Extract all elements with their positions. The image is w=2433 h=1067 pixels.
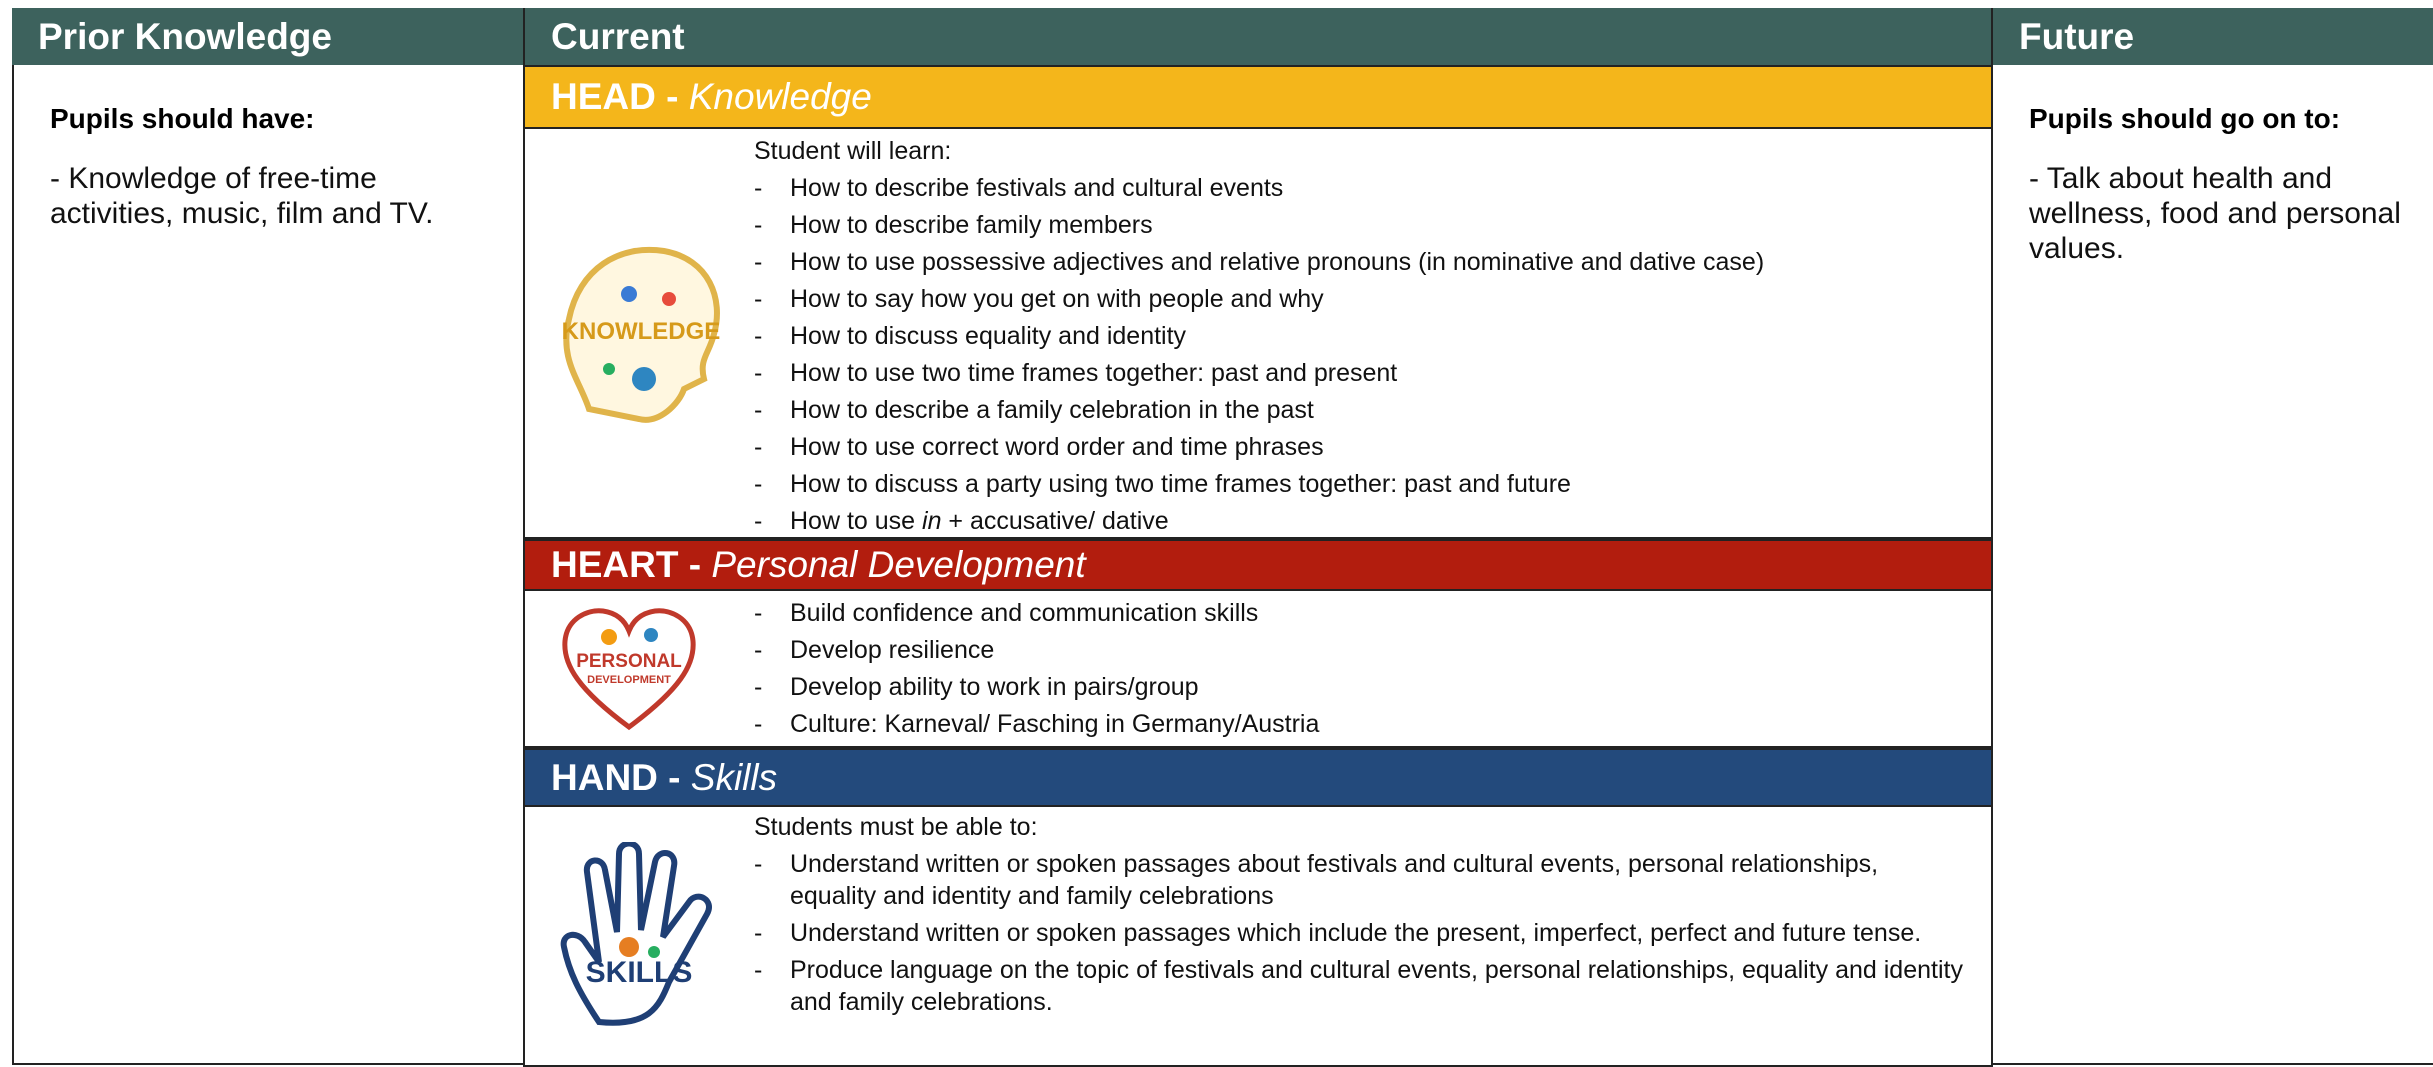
item-text: How to use possessive adjectives and rel…: [790, 248, 1765, 276]
prior-panel: Pupils should have: - Knowledge of free-…: [12, 65, 525, 1065]
prior-heading: Pupils should have:: [50, 103, 315, 134]
item-part: How to use: [790, 507, 923, 535]
section-body: PERSONAL DEVELOPMENT - Build confidence and…: [523, 591, 1993, 748]
future-heading: Pupils should go on to:: [2029, 103, 2341, 134]
section-title: HEAD -: [551, 76, 679, 117]
bullet-dash: -: [754, 673, 763, 701]
bullet-dash: -: [754, 359, 763, 387]
bullet-dash: -: [754, 248, 763, 276]
section-text: Students must be able to: - Understand wri…: [754, 811, 1971, 1023]
item-text: Understand written or spoken passages ab…: [790, 850, 1879, 910]
item-text: Produce language on the topic of festiva…: [790, 956, 1963, 1016]
list-item: - How to discuss equality and identity: [754, 318, 1971, 355]
icon-image: SKILLS: [560, 840, 712, 1026]
section-title: HEART -: [551, 544, 702, 585]
bullet-dash: -: [754, 322, 763, 350]
current-header: Current: [523, 8, 1993, 65]
bullet-dash: -: [754, 470, 763, 498]
bullet-dash: -: [754, 507, 763, 535]
future-text: - Talk about health and wellness, food a…: [2029, 162, 2401, 265]
list-item: - How to describe family members: [754, 207, 1971, 244]
item-text: How to say how you get on with people an…: [790, 285, 1324, 313]
item-text: Build confidence and communication skill…: [790, 599, 1259, 627]
section-subtitle: Personal Development: [711, 544, 1086, 585]
intro: Student will learn:: [754, 137, 952, 165]
section-bar: HAND - Skills: [523, 748, 1993, 807]
bullet-dash: -: [754, 850, 763, 878]
section-title: HAND -: [551, 757, 681, 798]
section-text: - Build confidence and communication skil…: [754, 595, 1971, 743]
section-icon: KNOWLEDGE: [559, 239, 724, 434]
item-text: Understand written or spoken passages wh…: [790, 919, 1922, 947]
future-panel: Pupils should go on to: - Talk about hea…: [1991, 65, 2433, 1065]
item-italic: in: [922, 507, 942, 535]
item-text: Culture: Karneval/ Fasching in Germany/A…: [790, 710, 1320, 738]
icon-image: KNOWLEDGE: [562, 246, 721, 423]
bullet-dash: -: [754, 174, 763, 202]
section-bar: HEART - Personal Development: [523, 539, 1993, 591]
list-item: - Culture: Karneval/ Fasching in Germany/…: [754, 706, 1971, 743]
icon-image: PERSONAL DEVELOPMENT: [562, 607, 696, 730]
item-text: How to discuss a party using two time fr…: [790, 470, 1571, 498]
list-item: - How to discuss a party using two time f…: [754, 466, 1971, 503]
section-text: Student will learn: - How to describe fest…: [754, 133, 1971, 540]
bullet-dash: -: [754, 285, 763, 313]
list-item: - Produce language on the topic of festiv…: [754, 954, 1971, 1018]
list-item: - How to use correct word order and time …: [754, 429, 1971, 466]
list-item: - Understand written or spoken passages w…: [754, 917, 1971, 949]
list-item: - How to use two time frames together: pa…: [754, 355, 1971, 392]
section-body: KNOWLEDGE Student will learn: - How to desc…: [523, 129, 1993, 539]
list-item: - Develop ability to work in pairs/group: [754, 669, 1971, 706]
item-part: + accusative/ dative: [941, 507, 1169, 535]
svg-text:DEVELOPMENT: DEVELOPMENT: [587, 674, 671, 686]
bullet-dash: -: [754, 211, 763, 239]
bullet-dash: -: [754, 636, 763, 664]
section-subtitle: Knowledge: [688, 76, 872, 117]
bullet-dash: -: [754, 433, 763, 461]
list-item: - How to use in + accusative/ dative: [754, 503, 1971, 540]
list-item: - How to use possessive adjectives and re…: [754, 244, 1971, 281]
list-item: - How to describe a family celebration in…: [754, 392, 1971, 429]
section-icon: PERSONAL DEVELOPMENT: [559, 605, 699, 740]
bullet-dash: -: [754, 599, 763, 627]
section-icon: SKILLS: [559, 840, 729, 1037]
list-item: - Develop resilience: [754, 632, 1971, 669]
list-item: - Understand written or spoken passages a…: [754, 848, 1971, 912]
svg-text:SKILLS: SKILLS: [586, 956, 693, 989]
svg-text:PERSONAL: PERSONAL: [576, 651, 682, 672]
item-text: How to describe family members: [790, 211, 1153, 239]
prior-text: - Knowledge of free-time activities, mus…: [50, 162, 434, 230]
item-text: How to discuss equality and identity: [790, 322, 1187, 350]
intro: Students must be able to:: [754, 813, 1038, 841]
item-text: Develop resilience: [790, 636, 995, 664]
prior-header: Prior Knowledge: [12, 8, 523, 65]
list-item: - Build confidence and communication skil…: [754, 595, 1971, 632]
svg-text:KNOWLEDGE: KNOWLEDGE: [562, 318, 721, 345]
list-item: - How to describe festivals and cultural …: [754, 170, 1971, 207]
item-text: How to use in + accusative/ dative: [790, 503, 1169, 540]
section-bar: HEAD - Knowledge: [523, 65, 1993, 129]
list-item: - How to say how you get on with people a…: [754, 281, 1971, 318]
item-text: How to use two time frames together: pas…: [790, 359, 1398, 387]
item-text: How to use correct word order and time p…: [790, 433, 1324, 461]
bullet-dash: -: [754, 396, 763, 424]
bullet-dash: -: [754, 710, 763, 738]
item-text: How to describe festivals and cultural e…: [790, 174, 1284, 202]
item-text: How to describe a family celebration in …: [790, 396, 1314, 424]
section-body: SKILLS Students must be able to: - Understa…: [523, 807, 1993, 1067]
bullet-dash: -: [754, 956, 763, 984]
bullet-dash: -: [754, 919, 763, 947]
section-subtitle: Skills: [690, 757, 778, 798]
item-text: Develop ability to work in pairs/group: [790, 673, 1199, 701]
future-header: Future: [1993, 8, 2433, 65]
